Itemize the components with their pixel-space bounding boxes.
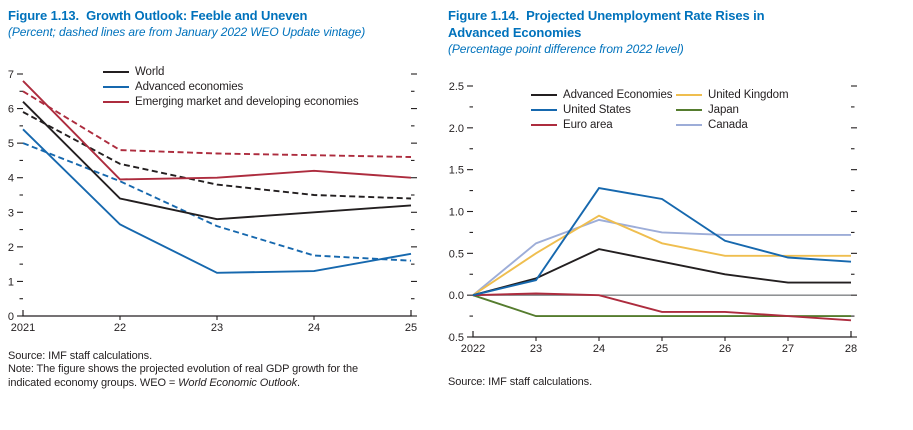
- figure-1-13-source: Source: IMF staff calculations.: [8, 350, 153, 362]
- legend-item: United States: [531, 102, 676, 117]
- series-line-advanced-economies-january-2022-weo-update-vintage-: [22, 142, 412, 262]
- figure-1-13-title: Figure 1.13. Growth Outlook: Feeble and U…: [8, 7, 440, 24]
- series-line-euro-area: [472, 292, 852, 322]
- legend-line-swatch: [103, 70, 129, 73]
- figure-1-13-note: Note: The figure shows the projected evo…: [8, 363, 398, 390]
- legend-item: Euro area: [531, 117, 676, 132]
- y-tick-label: 5: [8, 138, 14, 150]
- legend-label: Advanced Economies: [563, 88, 673, 101]
- y-tick-label: 1.5: [449, 165, 464, 177]
- x-tick-label: 2021: [11, 322, 35, 334]
- figure-1-13-title-text: Growth Outlook: Feeble and Uneven: [86, 8, 308, 23]
- legend-item: Emerging market and developing economies: [103, 94, 359, 109]
- x-tick-label: 2022: [461, 343, 485, 355]
- legend-item: Canada: [676, 117, 788, 132]
- legend-label: United Kingdom: [708, 88, 789, 101]
- x-tick-label: 23: [530, 343, 542, 355]
- x-tick-label: 27: [782, 343, 794, 355]
- y-tick-label: 2.0: [449, 123, 464, 135]
- y-tick-label: 7: [8, 69, 14, 81]
- figure-1-14-label: Figure 1.14.: [448, 8, 520, 23]
- y-tick-label: 3: [8, 207, 14, 219]
- legend-item: Advanced economies: [103, 79, 359, 94]
- note-text: Note: The figure shows the projected evo…: [8, 363, 358, 389]
- series-line-world-january-2022-weo-update-vintage-: [22, 111, 412, 200]
- figure-1-14-title: Figure 1.14. Projected Unemployment Rate …: [448, 7, 908, 41]
- legend-line-swatch: [531, 123, 557, 126]
- legend-line-swatch: [531, 93, 557, 96]
- x-tick-label: 26: [719, 343, 731, 355]
- legend-label: Emerging market and developing economies: [135, 95, 359, 108]
- series-line-canada: [472, 218, 851, 296]
- legend-line-swatch: [676, 108, 702, 111]
- series-line-japan: [472, 294, 851, 318]
- note-italic-text: World Economic Outlook: [178, 376, 297, 389]
- x-tick-label: 25: [656, 343, 668, 355]
- series-line-emerging-market-and-developing-economies-january-2022-weo-update-vintage-: [22, 90, 412, 158]
- legend-label: Canada: [708, 118, 748, 131]
- x-tick-label: 28: [845, 343, 857, 355]
- legend-line-swatch: [103, 85, 129, 88]
- series-line-united-states: [472, 187, 852, 297]
- figure-1-13-subtitle: (Percent; dashed lines are from January …: [8, 25, 366, 39]
- figure-1-14-source: Source: IMF staff calculations.: [448, 376, 593, 388]
- legend-item: World: [103, 64, 359, 79]
- legend-line-swatch: [103, 100, 129, 103]
- series-line-advanced-economies: [472, 248, 851, 297]
- series-line-united-kingdom: [472, 214, 851, 296]
- legend-label: Japan: [708, 103, 739, 116]
- legend-label: Euro area: [563, 118, 613, 131]
- figure-1-14-legend: Advanced Economies United States Euro area…: [531, 87, 789, 132]
- legend-label: World: [135, 65, 165, 78]
- y-tick-label: 1.0: [449, 207, 464, 219]
- figure-1-14-title-text-line2: Advanced Economies: [448, 25, 582, 40]
- y-tick-label: 4: [8, 173, 14, 185]
- x-tick-label: 23: [211, 322, 223, 334]
- figure-1-14-title-text-line1: Projected Unemployment Rate Rises in: [526, 8, 765, 23]
- figure-1-14-title-line1: Figure 1.14. Projected Unemployment Rate …: [448, 7, 908, 24]
- y-tick-label: 2: [8, 242, 14, 254]
- y-tick-label: 0: [8, 311, 14, 323]
- y-tick-label: 0.5: [449, 248, 464, 260]
- legend-label: Advanced economies: [135, 80, 244, 93]
- x-tick-label: 24: [308, 322, 320, 334]
- x-tick-label: 22: [114, 322, 126, 334]
- y-tick-label: 6: [8, 104, 14, 116]
- series-line-world: [22, 101, 412, 221]
- figure-1-14-subtitle: (Percentage point difference from 2022 l…: [448, 42, 684, 56]
- legend-item: United Kingdom: [676, 87, 789, 102]
- series-line-emerging-market-and-developing-economies: [22, 80, 412, 181]
- legend-line-swatch: [676, 123, 702, 126]
- x-tick-label: 24: [593, 343, 605, 355]
- x-tick-label: 25: [405, 322, 417, 334]
- series-line-advanced-economies: [22, 128, 412, 274]
- legend-item: Japan: [676, 102, 788, 117]
- y-tick-label: 1: [8, 276, 14, 288]
- y-tick-label: –0.5: [448, 332, 464, 344]
- y-tick-label: 2.5: [449, 81, 464, 93]
- figure-1-13-label: Figure 1.13.: [8, 8, 80, 23]
- legend-line-swatch: [676, 93, 702, 96]
- note-period: .: [296, 376, 300, 389]
- legend-item: Advanced Economies: [531, 87, 676, 102]
- y-tick-label: 0.0: [449, 290, 464, 302]
- figure-1-13-legend: World Advanced economies Emerging market a…: [103, 64, 359, 109]
- legend-label: United States: [563, 103, 631, 116]
- legend-line-swatch: [531, 108, 557, 111]
